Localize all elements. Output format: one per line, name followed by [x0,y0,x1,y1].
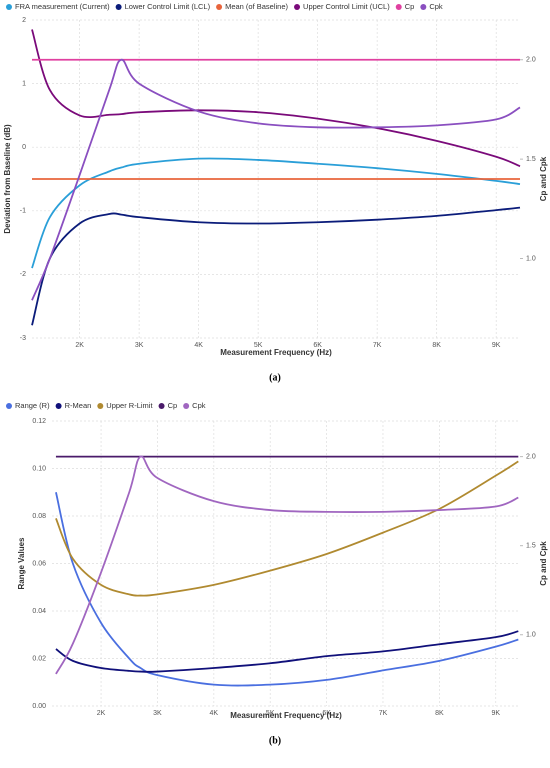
legend-label: Lower Control Limit (LCL) [125,2,211,11]
y-tick-label: 0.08 [32,513,46,520]
y2-tick-label: 1.5 [526,543,536,550]
legend-label: Upper Control Limit (UCL) [303,2,390,11]
legend-marker [115,4,122,10]
x-tick-label: 5K [266,710,275,717]
legend-label: FRA measurement (Current) [15,2,110,11]
series-line [55,455,519,675]
x-tick-label: 6K [322,710,331,717]
series-line [55,492,519,687]
legend-marker [55,403,62,409]
x-tick-label: 2K [97,710,106,717]
legend-marker [395,4,402,10]
y-tick-label: -1 [20,208,26,215]
series-line [55,460,519,597]
series-line [31,157,521,269]
legend-marker [158,403,165,409]
y-tick-label: 0.10 [32,465,46,472]
legend-label: Upper R-Limit [106,401,153,410]
x-tick-label: 7K [379,710,388,717]
legend-label: Cpk [192,401,206,410]
legend-label: Mean (of Baseline) [225,2,288,11]
x-tick-label: 4K [210,710,219,717]
legend-marker [294,4,301,10]
series-line [31,206,521,326]
x-tick-label: 2K [75,342,84,349]
legend-marker [6,403,12,409]
x-tick-label: 4K [194,342,203,349]
legend-label: Cp [168,401,178,410]
y-tick-label: 0 [22,144,26,151]
y2-tick-label: 2.0 [526,57,536,64]
x-axis-title: Measurement Frequency (Hz) [220,348,332,357]
legend-marker [6,4,12,10]
legend-marker [420,4,427,10]
y-tick-label: -3 [20,335,26,342]
y-tick-label: 2 [22,17,26,24]
y-tick-label: 1 [22,80,26,87]
x-tick-label: 9K [491,710,500,717]
y2-tick-label: 1.5 [526,156,536,163]
x-tick-label: 3K [135,342,144,349]
y2-tick-label: 2.0 [526,453,536,460]
x-tick-label: 3K [153,710,162,717]
y-tick-label: 0.06 [32,560,46,567]
legend-marker [183,403,190,409]
x-tick-label: 9K [492,342,501,349]
series-line [31,58,521,301]
y2-axis-title: Cp and Cpk [539,156,548,201]
y-tick-label: 0.00 [32,703,46,710]
x-tick-label: 5K [254,342,263,349]
x-tick-label: 8K [435,710,444,717]
legend-label: Cp [405,2,415,11]
y-tick-label: 0.12 [32,418,46,425]
y-tick-label: -2 [20,271,26,278]
legend-label: Cpk [429,2,443,11]
caption: (a) [269,372,281,383]
x-tick-label: 6K [313,342,322,349]
y2-tick-label: 1.0 [526,632,536,639]
series-line [55,630,519,673]
caption: (b) [269,735,281,746]
x-tick-label: 8K [432,342,441,349]
legend-marker [216,4,223,10]
legend-marker [97,403,104,409]
y-tick-label: 0.04 [32,608,46,615]
legend-label: R-Mean [65,401,92,410]
y-axis-title: Range Values [17,537,26,590]
x-tick-label: 7K [373,342,382,349]
y-tick-label: 0.02 [32,655,46,662]
x-axis-title: Measurement Frequency (Hz) [230,711,342,720]
y-axis-title: Deviation from Baseline (dB) [3,124,12,234]
legend-label: Range (R) [15,401,50,410]
series-line [31,29,521,168]
y2-tick-label: 1.0 [526,255,536,262]
y2-axis-title: Cp and Cpk [539,541,548,586]
